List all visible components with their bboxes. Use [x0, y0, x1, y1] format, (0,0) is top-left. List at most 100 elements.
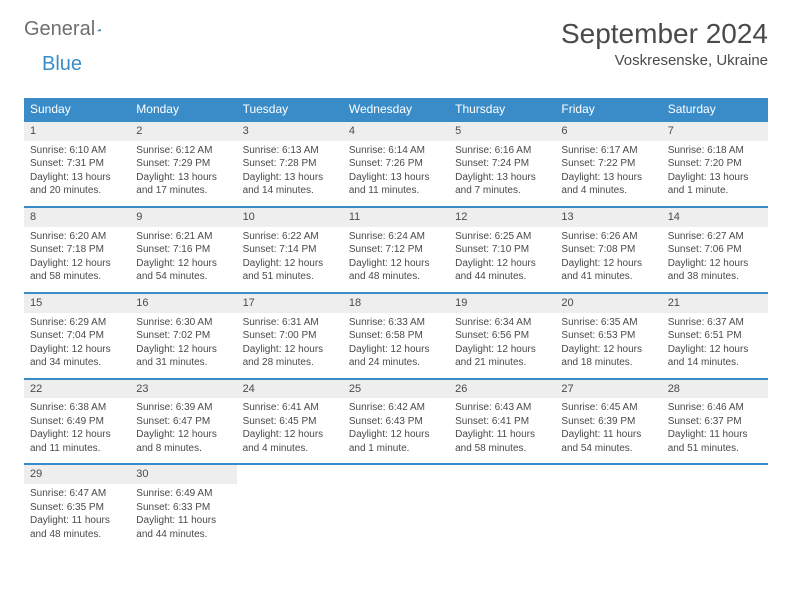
dow-tuesday: Tuesday — [237, 98, 343, 121]
sunrise-text: Sunrise: 6:26 AM — [561, 230, 655, 244]
daylight-text: Daylight: 13 hours and 4 minutes. — [561, 171, 655, 198]
sunrise-text: Sunrise: 6:33 AM — [349, 316, 443, 330]
daylight-text: Daylight: 12 hours and 58 minutes. — [30, 257, 124, 284]
sunset-text: Sunset: 7:16 PM — [136, 243, 230, 257]
daylight-text: Daylight: 11 hours and 48 minutes. — [30, 514, 124, 541]
day-cell: 14Sunrise: 6:27 AMSunset: 7:06 PMDayligh… — [662, 207, 768, 293]
daylight-text: Daylight: 13 hours and 1 minute. — [668, 171, 762, 198]
day-number: 21 — [662, 294, 768, 313]
day-cell: 9Sunrise: 6:21 AMSunset: 7:16 PMDaylight… — [130, 207, 236, 293]
daylight-text: Daylight: 12 hours and 11 minutes. — [30, 428, 124, 455]
dow-monday: Monday — [130, 98, 236, 121]
day-cell: 16Sunrise: 6:30 AMSunset: 7:02 PMDayligh… — [130, 293, 236, 379]
day-number: 20 — [555, 294, 661, 313]
day-number: 18 — [343, 294, 449, 313]
day-cell: 22Sunrise: 6:38 AMSunset: 6:49 PMDayligh… — [24, 379, 130, 465]
sunrise-text: Sunrise: 6:10 AM — [30, 144, 124, 158]
logo: General — [24, 18, 121, 41]
day-number: 29 — [24, 465, 130, 484]
daylight-text: Daylight: 12 hours and 8 minutes. — [136, 428, 230, 455]
sunrise-text: Sunrise: 6:18 AM — [668, 144, 762, 158]
week-row: 22Sunrise: 6:38 AMSunset: 6:49 PMDayligh… — [24, 379, 768, 465]
day-number: 8 — [24, 208, 130, 227]
logo-text-blue: Blue — [42, 53, 82, 75]
day-info: Sunrise: 6:46 AMSunset: 6:37 PMDaylight:… — [662, 398, 768, 463]
day-cell: 20Sunrise: 6:35 AMSunset: 6:53 PMDayligh… — [555, 293, 661, 379]
daylight-text: Daylight: 12 hours and 18 minutes. — [561, 343, 655, 370]
sunset-text: Sunset: 6:53 PM — [561, 329, 655, 343]
day-info: Sunrise: 6:39 AMSunset: 6:47 PMDaylight:… — [130, 398, 236, 463]
day-info: Sunrise: 6:25 AMSunset: 7:10 PMDaylight:… — [449, 227, 555, 292]
sunset-text: Sunset: 6:58 PM — [349, 329, 443, 343]
day-info: Sunrise: 6:17 AMSunset: 7:22 PMDaylight:… — [555, 141, 661, 206]
day-info: Sunrise: 6:49 AMSunset: 6:33 PMDaylight:… — [130, 484, 236, 549]
daylight-text: Daylight: 11 hours and 44 minutes. — [136, 514, 230, 541]
day-info: Sunrise: 6:35 AMSunset: 6:53 PMDaylight:… — [555, 313, 661, 378]
sunset-text: Sunset: 6:51 PM — [668, 329, 762, 343]
sunrise-text: Sunrise: 6:47 AM — [30, 487, 124, 501]
day-info: Sunrise: 6:16 AMSunset: 7:24 PMDaylight:… — [449, 141, 555, 206]
day-cell: 29Sunrise: 6:47 AMSunset: 6:35 PMDayligh… — [24, 464, 130, 549]
day-number: 12 — [449, 208, 555, 227]
day-info: Sunrise: 6:47 AMSunset: 6:35 PMDaylight:… — [24, 484, 130, 549]
sunrise-text: Sunrise: 6:12 AM — [136, 144, 230, 158]
daylight-text: Daylight: 13 hours and 11 minutes. — [349, 171, 443, 198]
daylight-text: Daylight: 11 hours and 58 minutes. — [455, 428, 549, 455]
day-cell: 15Sunrise: 6:29 AMSunset: 7:04 PMDayligh… — [24, 293, 130, 379]
day-cell: 13 Sunrise: 6:26 AMSunset: 7:08 PMDayligh… — [555, 207, 661, 293]
day-info: Sunrise: 6:24 AMSunset: 7:12 PMDaylight:… — [343, 227, 449, 292]
day-cell — [237, 464, 343, 549]
day-number: 2 — [130, 122, 236, 141]
sunrise-text: Sunrise: 6:16 AM — [455, 144, 549, 158]
day-info: Sunrise: 6:27 AMSunset: 7:06 PMDaylight:… — [662, 227, 768, 292]
daylight-text: Daylight: 12 hours and 28 minutes. — [243, 343, 337, 370]
day-number: 13 — [555, 208, 661, 227]
sunset-text: Sunset: 7:31 PM — [30, 157, 124, 171]
day-info: Sunrise: 6:43 AMSunset: 6:41 PMDaylight:… — [449, 398, 555, 463]
day-cell: 7Sunrise: 6:18 AMSunset: 7:20 PMDaylight… — [662, 121, 768, 207]
day-cell: 27Sunrise: 6:45 AMSunset: 6:39 PMDayligh… — [555, 379, 661, 465]
sunset-text: Sunset: 7:29 PM — [136, 157, 230, 171]
sunrise-text: Sunrise: 6:43 AM — [455, 401, 549, 415]
sunrise-text: Sunrise: 6:35 AM — [561, 316, 655, 330]
logo-triangle-icon — [97, 22, 101, 38]
day-number: 17 — [237, 294, 343, 313]
logo-text-general: General — [24, 18, 95, 41]
days-of-week-row: Sunday Monday Tuesday Wednesday Thursday… — [24, 98, 768, 121]
sunset-text: Sunset: 7:02 PM — [136, 329, 230, 343]
day-info: Sunrise: 6:22 AMSunset: 7:14 PMDaylight:… — [237, 227, 343, 292]
day-number: 26 — [449, 380, 555, 399]
daylight-text: Daylight: 12 hours and 54 minutes. — [136, 257, 230, 284]
month-title: September 2024 — [561, 18, 768, 50]
day-number: 15 — [24, 294, 130, 313]
day-info: Sunrise: 6:20 AMSunset: 7:18 PMDaylight:… — [24, 227, 130, 292]
day-info: Sunrise: 6:45 AMSunset: 6:39 PMDaylight:… — [555, 398, 661, 463]
daylight-text: Daylight: 12 hours and 38 minutes. — [668, 257, 762, 284]
day-info: Sunrise: 6:13 AMSunset: 7:28 PMDaylight:… — [237, 141, 343, 206]
daylight-text: Daylight: 12 hours and 21 minutes. — [455, 343, 549, 370]
day-cell: 28Sunrise: 6:46 AMSunset: 6:37 PMDayligh… — [662, 379, 768, 465]
sunset-text: Sunset: 6:43 PM — [349, 415, 443, 429]
day-info: Sunrise: 6:34 AMSunset: 6:56 PMDaylight:… — [449, 313, 555, 378]
sunrise-text: Sunrise: 6:42 AM — [349, 401, 443, 415]
day-number: 10 — [237, 208, 343, 227]
sunset-text: Sunset: 7:14 PM — [243, 243, 337, 257]
dow-friday: Friday — [555, 98, 661, 121]
sunset-text: Sunset: 7:08 PM — [561, 243, 655, 257]
sunrise-text: Sunrise: 6:25 AM — [455, 230, 549, 244]
sunrise-text: Sunrise: 6:17 AM — [561, 144, 655, 158]
day-cell: 30Sunrise: 6:49 AMSunset: 6:33 PMDayligh… — [130, 464, 236, 549]
day-cell — [343, 464, 449, 549]
day-cell: 1Sunrise: 6:10 AMSunset: 7:31 PMDaylight… — [24, 121, 130, 207]
sunrise-text: Sunrise: 6:41 AM — [243, 401, 337, 415]
daylight-text: Daylight: 12 hours and 31 minutes. — [136, 343, 230, 370]
sunset-text: Sunset: 6:56 PM — [455, 329, 549, 343]
day-number: 6 — [555, 122, 661, 141]
day-cell: 17Sunrise: 6:31 AMSunset: 7:00 PMDayligh… — [237, 293, 343, 379]
day-info: Sunrise: 6:14 AMSunset: 7:26 PMDaylight:… — [343, 141, 449, 206]
daylight-text: Daylight: 12 hours and 41 minutes. — [561, 257, 655, 284]
day-cell: 11Sunrise: 6:24 AMSunset: 7:12 PMDayligh… — [343, 207, 449, 293]
sunset-text: Sunset: 6:37 PM — [668, 415, 762, 429]
day-number: 5 — [449, 122, 555, 141]
daylight-text: Daylight: 12 hours and 1 minute. — [349, 428, 443, 455]
